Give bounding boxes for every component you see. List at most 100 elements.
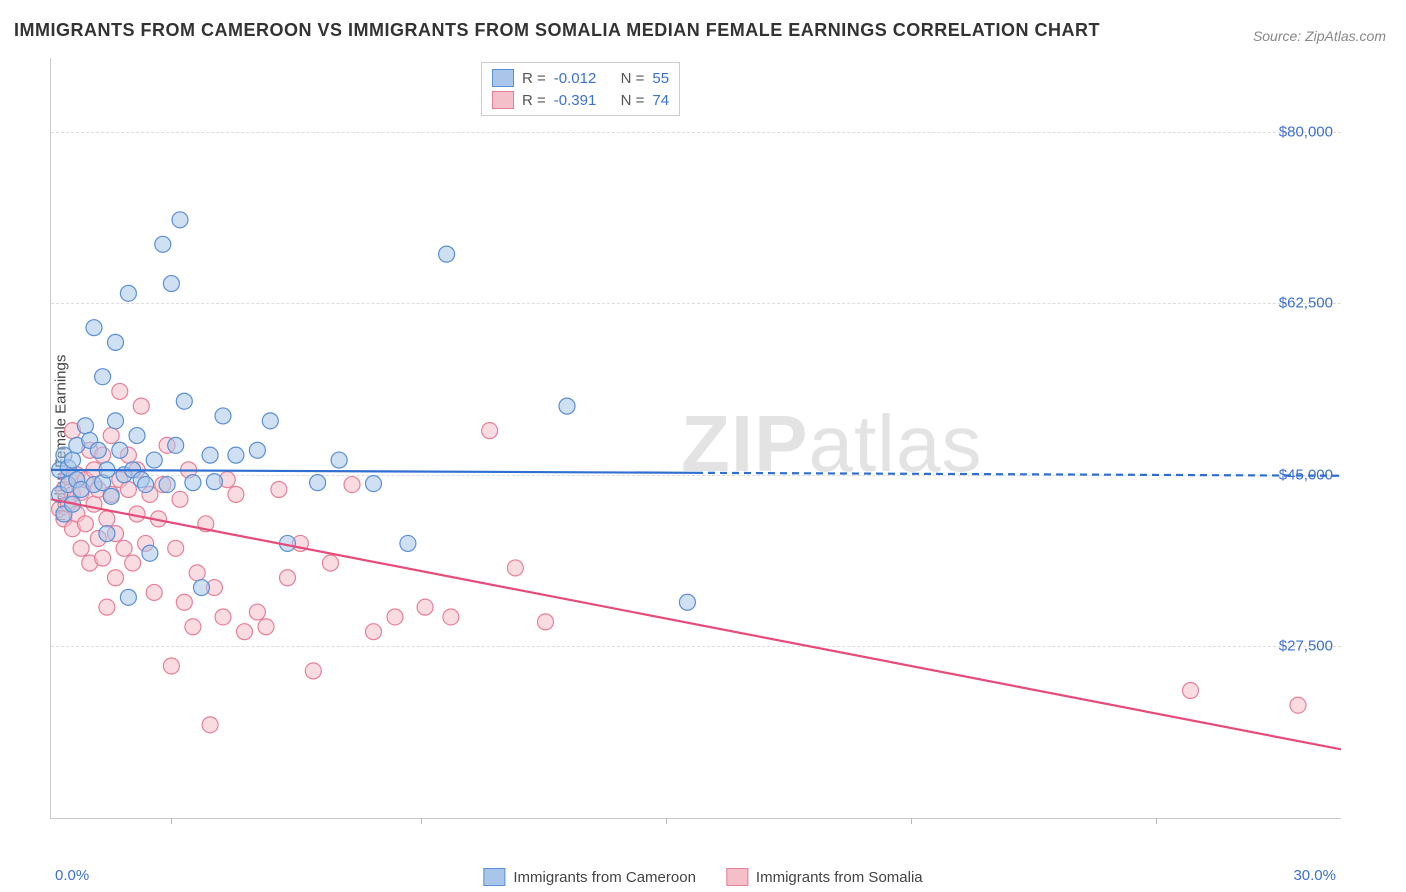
scatter-point-b	[228, 486, 244, 502]
scatter-point-a	[108, 334, 124, 350]
scatter-point-a	[400, 535, 416, 551]
scatter-point-a	[366, 476, 382, 492]
scatter-point-b	[366, 624, 382, 640]
scatter-point-a	[679, 594, 695, 610]
scatter-point-b	[1183, 683, 1199, 699]
n-value-a: 55	[652, 70, 669, 87]
scatter-point-a	[95, 369, 111, 385]
scatter-point-a	[146, 452, 162, 468]
scatter-point-b	[482, 423, 498, 439]
scatter-point-a	[206, 474, 222, 490]
scatter-point-a	[249, 442, 265, 458]
scatter-point-a	[108, 413, 124, 429]
stats-row-a: R = -0.012 N = 55	[492, 67, 669, 89]
scatter-point-a	[331, 452, 347, 468]
scatter-point-b	[172, 491, 188, 507]
n-label: N =	[621, 70, 645, 87]
swatch-series-a	[492, 69, 514, 87]
r-label: R =	[522, 92, 546, 109]
scatter-point-a	[194, 580, 210, 596]
scatter-point-a	[185, 475, 201, 491]
stats-row-b: R = -0.391 N = 74	[492, 89, 669, 111]
scatter-point-b	[507, 560, 523, 576]
scatter-point-a	[112, 442, 128, 458]
scatter-point-b	[271, 481, 287, 497]
scatter-point-a	[172, 212, 188, 228]
scatter-point-a	[168, 437, 184, 453]
scatter-point-b	[146, 584, 162, 600]
scatter-point-a	[103, 488, 119, 504]
r-value-a: -0.012	[554, 70, 597, 87]
x-axis-max-label: 30.0%	[1293, 867, 1336, 884]
scatter-point-b	[189, 565, 205, 581]
scatter-point-a	[142, 545, 158, 561]
scatter-point-a	[77, 418, 93, 434]
scatter-point-b	[99, 511, 115, 527]
scatter-point-a	[439, 246, 455, 262]
scatter-point-b	[237, 624, 253, 640]
scatter-point-b	[73, 540, 89, 556]
scatter-point-b	[305, 663, 321, 679]
scatter-point-b	[1290, 697, 1306, 713]
x-axis-min-label: 0.0%	[55, 867, 89, 884]
source-attribution: Source: ZipAtlas.com	[1253, 28, 1386, 44]
scatter-point-b	[185, 619, 201, 635]
scatter-point-b	[443, 609, 459, 625]
scatter-point-b	[125, 555, 141, 571]
bottom-legend: Immigrants from Cameroon Immigrants from…	[483, 868, 922, 886]
scatter-point-b	[176, 594, 192, 610]
scatter-point-a	[228, 447, 244, 463]
scatter-point-a	[310, 475, 326, 491]
n-value-b: 74	[652, 92, 669, 109]
scatter-point-b	[163, 658, 179, 674]
scatter-point-a	[129, 428, 145, 444]
x-tick	[1156, 818, 1157, 824]
scatter-point-b	[95, 550, 111, 566]
scatter-point-b	[323, 555, 339, 571]
scatter-point-a	[559, 398, 575, 414]
x-tick	[666, 818, 667, 824]
scatter-point-a	[120, 285, 136, 301]
scatter-point-b	[168, 540, 184, 556]
r-value-b: -0.391	[554, 92, 597, 109]
scatter-point-b	[280, 570, 296, 586]
scatter-point-a	[262, 413, 278, 429]
scatter-point-a	[99, 526, 115, 542]
swatch-series-a	[483, 868, 505, 886]
scatter-point-b	[116, 540, 132, 556]
scatter-point-b	[103, 428, 119, 444]
scatter-point-a	[215, 408, 231, 424]
swatch-series-b	[492, 91, 514, 109]
chart-svg	[51, 58, 1341, 818]
scatter-point-a	[65, 452, 81, 468]
scatter-point-b	[99, 599, 115, 615]
legend-item-b: Immigrants from Somalia	[726, 868, 923, 886]
scatter-point-a	[163, 276, 179, 292]
x-tick	[911, 818, 912, 824]
scatter-point-b	[417, 599, 433, 615]
scatter-point-b	[133, 398, 149, 414]
trendline-a-solid	[51, 470, 696, 473]
scatter-point-a	[138, 477, 154, 493]
scatter-point-a	[176, 393, 192, 409]
scatter-point-b	[344, 477, 360, 493]
stats-legend: R = -0.012 N = 55 R = -0.391 N = 74	[481, 62, 680, 116]
swatch-series-b	[726, 868, 748, 886]
plot-area: Median Female Earnings ZIPatlas $27,500$…	[50, 58, 1341, 819]
scatter-point-b	[108, 570, 124, 586]
chart-title: IMMIGRANTS FROM CAMEROON VS IMMIGRANTS F…	[14, 20, 1100, 41]
scatter-point-b	[202, 717, 218, 733]
scatter-point-b	[77, 516, 93, 532]
scatter-point-a	[120, 589, 136, 605]
legend-label-b: Immigrants from Somalia	[756, 869, 923, 886]
scatter-point-b	[387, 609, 403, 625]
scatter-point-a	[159, 477, 175, 493]
x-tick	[421, 818, 422, 824]
scatter-point-b	[215, 609, 231, 625]
scatter-point-a	[155, 236, 171, 252]
scatter-point-b	[112, 383, 128, 399]
scatter-point-b	[249, 604, 265, 620]
scatter-point-a	[90, 442, 106, 458]
scatter-point-b	[258, 619, 274, 635]
r-label: R =	[522, 70, 546, 87]
